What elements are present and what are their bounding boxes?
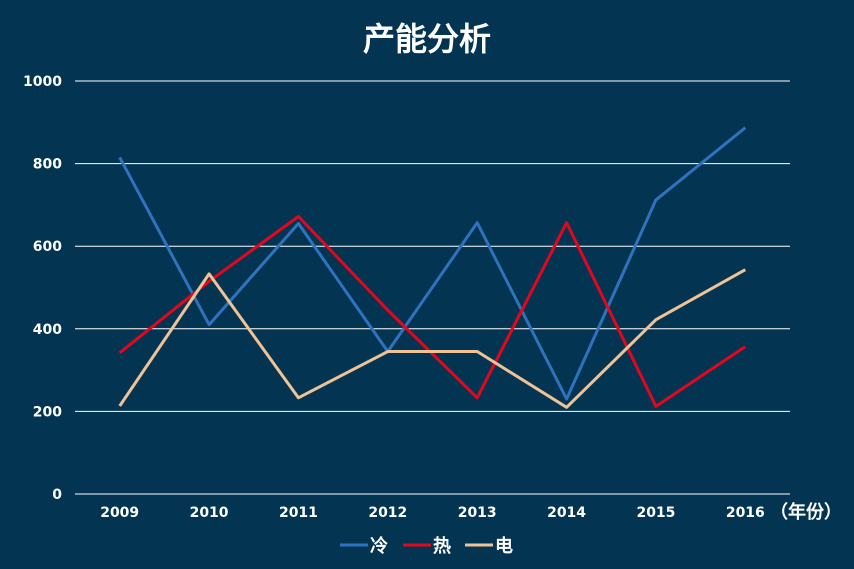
x-axis-unit-label: （年份） (770, 501, 842, 523)
series-line-1 (118, 215, 747, 408)
legend: 冷热电 (340, 535, 513, 557)
x-tick-label: 2009 (100, 505, 139, 521)
legend-label-1: 热 (433, 535, 451, 557)
y-tick-label: 600 (33, 239, 62, 255)
y-tick-label: 0 (52, 487, 62, 503)
x-tick-label: 2010 (190, 505, 229, 521)
series-line-0 (118, 126, 747, 401)
y-axis-ticks: 0 200 400 600 800 1000 (23, 74, 62, 503)
chart-title: 产能分析 (363, 20, 491, 58)
x-tick-label: 2013 (458, 505, 497, 521)
x-tick-label: 2012 (368, 505, 407, 521)
grid-lines (75, 80, 790, 495)
series-line-2 (118, 268, 747, 409)
y-tick-label: 400 (33, 322, 62, 338)
series-lines (118, 126, 747, 409)
y-tick-label: 1000 (23, 74, 62, 90)
x-tick-label: 2011 (279, 505, 318, 521)
y-tick-label: 800 (33, 157, 62, 173)
x-tick-label: 2016 (726, 505, 765, 521)
legend-label-0: 冷 (370, 535, 388, 557)
x-tick-label: 2015 (636, 505, 675, 521)
x-tick-label: 2014 (547, 505, 586, 521)
y-tick-label: 200 (33, 404, 62, 420)
legend-label-2: 电 (495, 535, 513, 557)
x-axis-ticks: 2009 2010 2011 2012 2013 2014 2015 2016 (100, 505, 765, 521)
